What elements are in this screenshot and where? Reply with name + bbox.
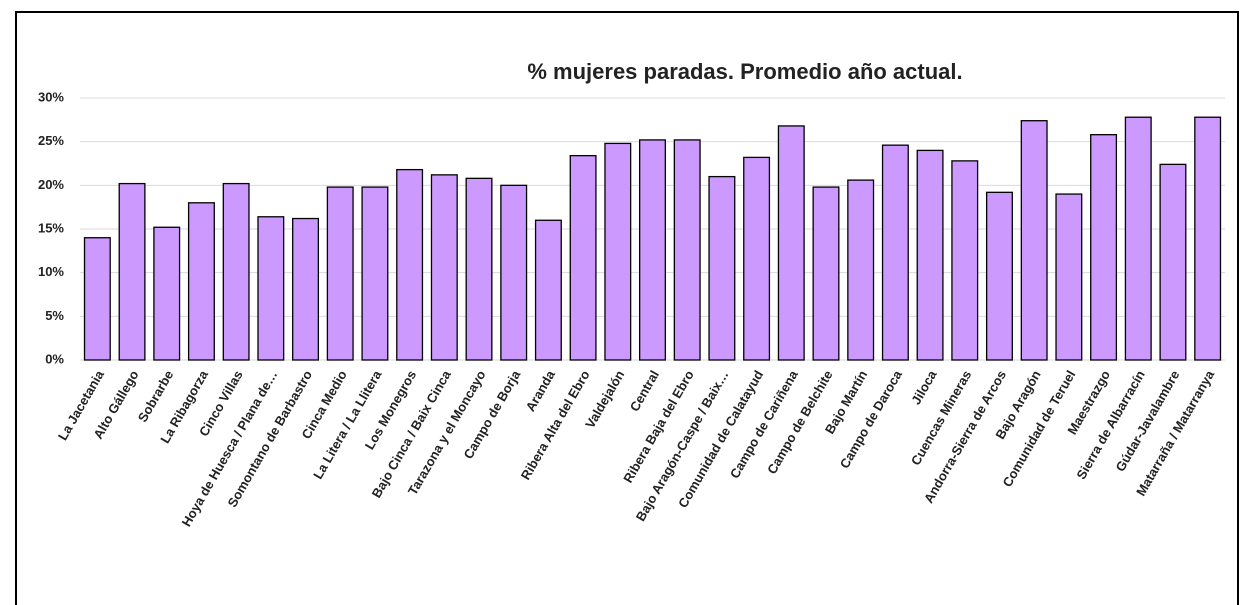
bar [604,142,632,361]
bar [153,226,181,361]
bar [222,182,250,361]
y-tick-label: 25% [38,133,64,148]
bar [465,177,493,361]
bar [292,217,320,361]
bar [257,216,285,361]
chart-title: % mujeres paradas. Promedio año actual. [527,59,962,84]
y-tick-label: 15% [38,220,64,235]
bar [812,186,840,361]
bar [743,156,771,361]
bar [361,186,389,361]
bar [569,154,597,361]
y-tick-label: 0% [45,351,64,366]
bar [673,139,701,361]
bar [326,186,354,361]
bar [916,149,944,361]
bar [951,160,979,361]
bar [777,125,805,361]
y-tick-label: 5% [45,308,64,323]
bar [1159,163,1187,361]
bar [500,184,528,361]
bar [534,219,562,361]
bar [1090,134,1118,361]
bar [1055,193,1083,361]
y-tick-label: 10% [38,264,64,279]
bar [83,237,111,361]
bar [985,191,1013,361]
bar [1020,120,1048,361]
bar [1194,116,1222,361]
bar [430,174,458,361]
bar [118,182,146,361]
bar [187,202,215,361]
bar [639,139,666,361]
bar [1124,116,1152,361]
y-tick-label: 30% [38,89,64,104]
bar [881,144,909,361]
y-tick-label: 20% [38,177,64,192]
bar [847,179,875,361]
bar [708,175,736,361]
bar [396,168,424,361]
